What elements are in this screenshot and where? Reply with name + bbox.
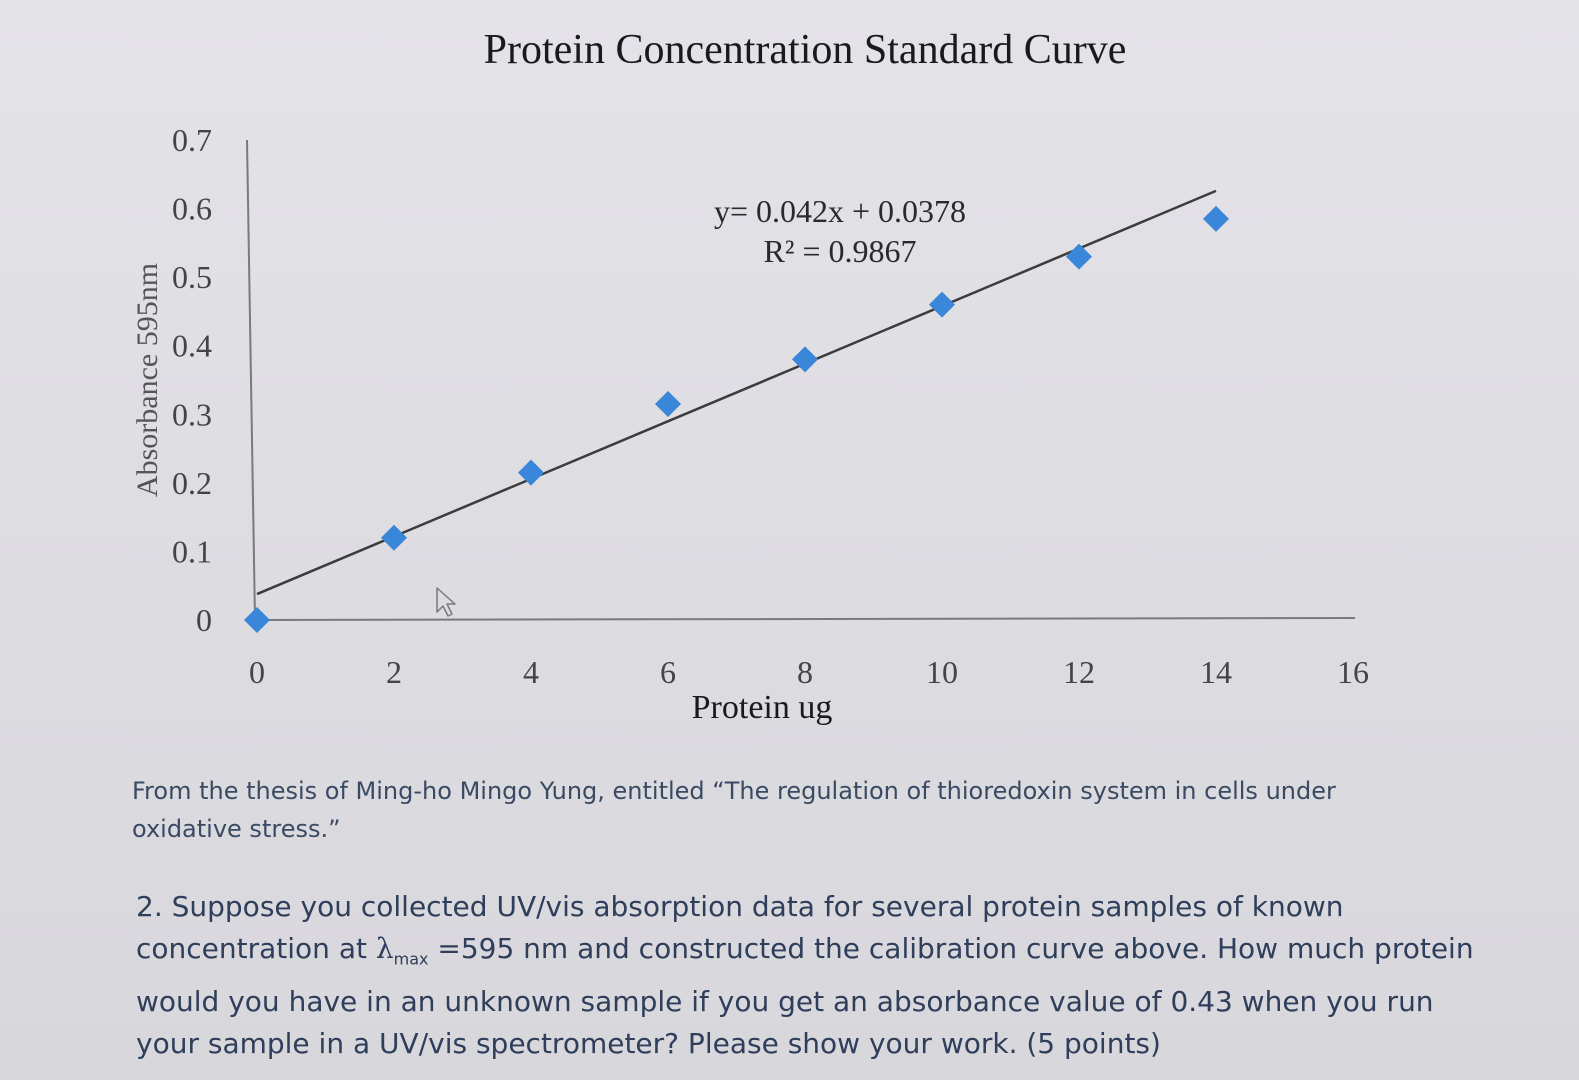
data-points [244, 205, 1229, 633]
question-part-2: =595 nm and constructed the calibration … [136, 932, 1474, 1060]
chart: Protein Concentration Standard Curve 0 2 4… [131, 27, 1369, 726]
question-part-1: 2. Suppose you collected UV/vis absorpti… [136, 890, 1344, 965]
trendline-equation: y= 0.042x + 0.0378 [714, 193, 966, 229]
source-caption: From the thesis of Ming-ho Mingo Yung, e… [132, 777, 1336, 843]
y-tick-label: 0.5 [172, 259, 212, 295]
y-tick-label: 0.1 [172, 533, 212, 569]
data-point [1066, 243, 1092, 270]
y-tick-label: 0.7 [172, 122, 212, 158]
x-tick-label: 10 [926, 654, 958, 690]
data-point [381, 524, 407, 551]
trendline [256, 189, 1217, 596]
x-tick-label: 2 [386, 654, 402, 690]
question-text: 2. Suppose you collected UV/vis absorpti… [136, 886, 1496, 1065]
lambda-symbol: λ [375, 932, 394, 965]
data-point [792, 346, 818, 373]
y-axis-line [246, 139, 256, 621]
x-tick-label: 6 [660, 654, 676, 690]
lambda-subscript: max [393, 949, 429, 969]
y-tick-label: 0.4 [172, 328, 212, 364]
x-axis-line [256, 617, 1356, 621]
y-tick-label: 0.6 [172, 191, 212, 227]
y-tick-label: 0.3 [172, 396, 212, 432]
x-tick-label: 14 [1200, 654, 1232, 690]
r-squared-label: R² = 0.9867 [764, 233, 917, 269]
mouse-cursor-icon [436, 587, 456, 617]
x-tick-label: 0 [249, 654, 265, 690]
x-tick-label: 12 [1063, 654, 1095, 690]
data-point [244, 607, 270, 633]
data-point [655, 391, 681, 417]
data-point [929, 291, 955, 318]
x-tick-label: 4 [523, 654, 539, 690]
y-tick-label: 0 [196, 602, 212, 638]
y-axis-label: Absorbance 595nm [131, 263, 164, 497]
y-tick-label: 0.2 [172, 465, 212, 501]
trendline-layer [256, 189, 1217, 596]
x-axis-label: Protein ug [692, 689, 833, 726]
x-tick-label: 8 [797, 654, 813, 690]
axes: 0 2 4 6 8 10 12 14 16 0 0.1 0.2 0.3 0.4 0.5 0.6 0.7 [172, 122, 1369, 690]
x-tick-label: 16 [1337, 654, 1369, 690]
data-point [518, 459, 544, 486]
data-point [1203, 205, 1229, 232]
chart-title: Protein Concentration Standard Curve [484, 27, 1127, 73]
